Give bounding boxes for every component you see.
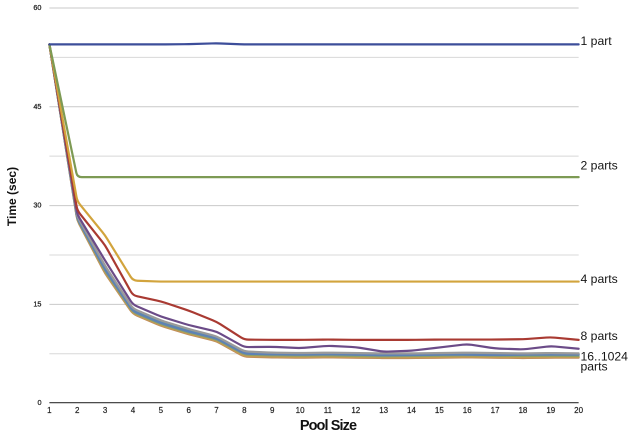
svg-text:4: 4 xyxy=(131,406,136,415)
svg-text:2 parts: 2 parts xyxy=(581,158,618,172)
svg-text:8: 8 xyxy=(242,406,247,415)
svg-text:parts: parts xyxy=(581,360,608,374)
svg-text:11: 11 xyxy=(324,406,333,415)
svg-text:18: 18 xyxy=(518,406,527,415)
svg-text:7: 7 xyxy=(214,406,219,415)
svg-text:10: 10 xyxy=(296,406,305,415)
svg-text:12: 12 xyxy=(351,406,360,415)
svg-text:Time (sec): Time (sec) xyxy=(5,167,19,226)
svg-text:45: 45 xyxy=(33,102,41,111)
svg-text:19: 19 xyxy=(546,406,555,415)
svg-text:60: 60 xyxy=(33,3,41,12)
svg-text:5: 5 xyxy=(159,406,164,415)
svg-text:15: 15 xyxy=(33,299,41,308)
svg-text:13: 13 xyxy=(379,406,388,415)
svg-text:14: 14 xyxy=(407,406,416,415)
svg-text:6: 6 xyxy=(186,406,191,415)
svg-text:20: 20 xyxy=(574,406,583,415)
svg-text:17: 17 xyxy=(491,406,500,415)
svg-text:0: 0 xyxy=(37,398,41,407)
svg-text:2: 2 xyxy=(75,406,80,415)
svg-text:1: 1 xyxy=(47,406,52,415)
svg-text:1 part: 1 part xyxy=(581,34,613,48)
svg-text:15: 15 xyxy=(435,406,444,415)
svg-text:Pool Size: Pool Size xyxy=(300,418,357,434)
svg-text:16..1024: 16..1024 xyxy=(581,350,629,364)
svg-text:9: 9 xyxy=(270,406,275,415)
svg-text:4 parts: 4 parts xyxy=(581,272,618,286)
svg-text:3: 3 xyxy=(103,406,108,415)
svg-text:8 parts: 8 parts xyxy=(581,329,618,343)
svg-text:16: 16 xyxy=(463,406,472,415)
svg-text:30: 30 xyxy=(33,201,41,210)
